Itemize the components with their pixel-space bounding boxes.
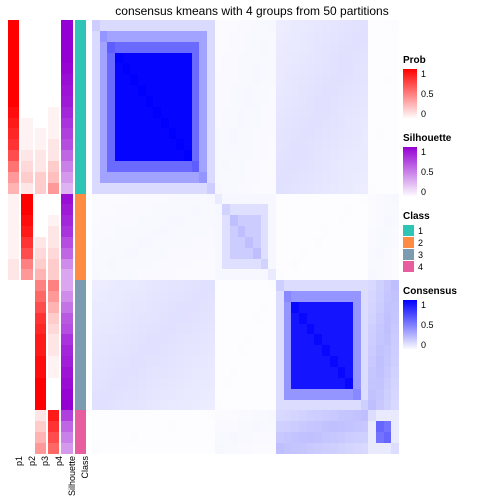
legends-panel: Prob10.50 Silhouette10.50 Class1234 Consens… (403, 55, 501, 364)
annot-col-p4 (48, 20, 59, 454)
legend-silhouette: Silhouette10.50 (403, 133, 501, 197)
xlabel-Class: Class (75, 456, 86, 500)
xlabel-p2: p2 (21, 456, 32, 500)
annot-col-p3 (35, 20, 46, 454)
xlabel-p4: p4 (48, 456, 59, 500)
annot-col-p2 (21, 20, 32, 454)
annot-col-Class (75, 20, 86, 454)
annotation-labels: p1p2p3p4SilhouetteClass (8, 456, 86, 500)
xlabel-Silhouette: Silhouette (61, 456, 72, 500)
annotation-columns (8, 20, 86, 454)
xlabel-p3: p3 (35, 456, 46, 500)
legend-prob: Prob10.50 (403, 55, 501, 119)
consensus-heatmap (92, 20, 399, 454)
annot-col-p1 (8, 20, 19, 454)
legend-consensus: Consensus10.50 (403, 286, 501, 350)
xlabel-p1: p1 (8, 456, 19, 500)
annot-col-Silhouette (61, 20, 72, 454)
legend-class: Class1234 (403, 211, 501, 272)
plot-title: consensus kmeans with 4 groups from 50 p… (0, 4, 504, 18)
